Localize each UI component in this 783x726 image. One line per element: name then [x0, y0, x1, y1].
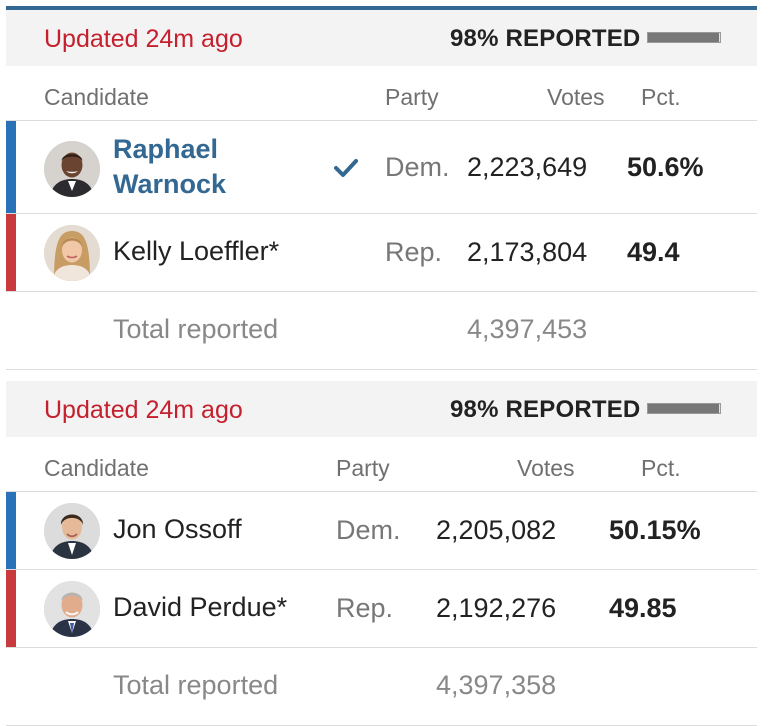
candidate-name[interactable]: Raphael Warnock	[113, 132, 226, 202]
table-header: Candidate Party Votes Pct.	[6, 437, 757, 492]
header-candidate: Candidate	[44, 84, 149, 110]
party-cell: Rep.	[336, 593, 394, 623]
table-row-perdue[interactable]: David Perdue* Rep. 2,192,276 49.85	[6, 570, 757, 648]
table-row-loeffler[interactable]: Kelly Loeffler* Rep. 2,173,804 49.4	[6, 214, 757, 292]
party-cell: Dem.	[336, 515, 401, 545]
votes-cell: 2,173,804	[467, 237, 588, 267]
avatar	[44, 581, 100, 637]
total-row: Total reported 4,397,358	[6, 648, 757, 726]
reported-percent: 98% REPORTED	[450, 396, 641, 423]
updated-time: Updated 24m ago	[44, 396, 243, 424]
pct-cell: 50.15%	[609, 515, 701, 545]
avatar	[44, 503, 100, 559]
header-party: Party	[336, 455, 390, 481]
total-row: Total reported 4,397,453	[6, 292, 757, 370]
reporting-progress-fill	[648, 404, 719, 413]
race-results-1: Updated 24m ago 98% REPORTED Candidate P…	[6, 10, 757, 370]
top-rule	[6, 6, 757, 10]
votes-cell: 2,205,082	[436, 515, 557, 545]
candidate-name[interactable]: Jon Ossoff	[113, 514, 242, 544]
pct-cell: 49.4	[627, 237, 680, 267]
party-stripe-dem	[6, 121, 16, 213]
race-results-2: Updated 24m ago 98% REPORTED Candidate P…	[6, 381, 757, 726]
party-stripe-dem	[6, 492, 16, 569]
table-header: Candidate Party Votes Pct.	[6, 66, 757, 121]
votes-cell: 2,223,649	[467, 152, 588, 182]
party-stripe-rep	[6, 214, 16, 291]
table-row-ossoff[interactable]: Jon Ossoff Dem. 2,205,082 50.15%	[6, 492, 757, 570]
header-pct: Pct.	[641, 84, 681, 110]
total-votes: 4,397,358	[436, 670, 557, 700]
candidate-name[interactable]: Kelly Loeffler*	[113, 236, 280, 266]
candidate-name-line2: Warnock	[113, 169, 227, 199]
pct-cell: 49.85	[609, 593, 677, 623]
status-bar: Updated 24m ago 98% REPORTED	[6, 10, 757, 66]
reporting-progress-bar	[647, 32, 721, 43]
updated-time: Updated 24m ago	[44, 25, 243, 53]
votes-cell: 2,192,276	[436, 593, 557, 623]
candidate-name-line1: Raphael	[113, 134, 219, 164]
total-votes: 4,397,453	[467, 314, 588, 344]
avatar	[44, 225, 100, 281]
total-label: Total reported	[113, 314, 279, 344]
total-label: Total reported	[113, 670, 279, 700]
candidate-name[interactable]: David Perdue*	[113, 592, 288, 622]
party-cell: Dem.	[385, 152, 450, 182]
reporting-progress-fill	[648, 33, 719, 42]
status-bar: Updated 24m ago 98% REPORTED	[6, 381, 757, 437]
party-stripe-rep	[6, 570, 16, 647]
pct-cell: 50.6%	[627, 152, 704, 182]
header-votes: Votes	[547, 84, 605, 110]
table-row-warnock[interactable]: Raphael Warnock Dem. 2,223,649 50.6%	[6, 121, 757, 214]
avatar	[44, 141, 100, 197]
party-cell: Rep.	[385, 237, 443, 267]
reported-percent: 98% REPORTED	[450, 25, 641, 52]
header-candidate: Candidate	[44, 455, 149, 481]
header-votes: Votes	[517, 455, 575, 481]
reporting-progress-bar	[647, 403, 721, 414]
checkmark-icon	[334, 159, 358, 177]
header-party: Party	[385, 84, 439, 110]
header-pct: Pct.	[641, 455, 681, 481]
